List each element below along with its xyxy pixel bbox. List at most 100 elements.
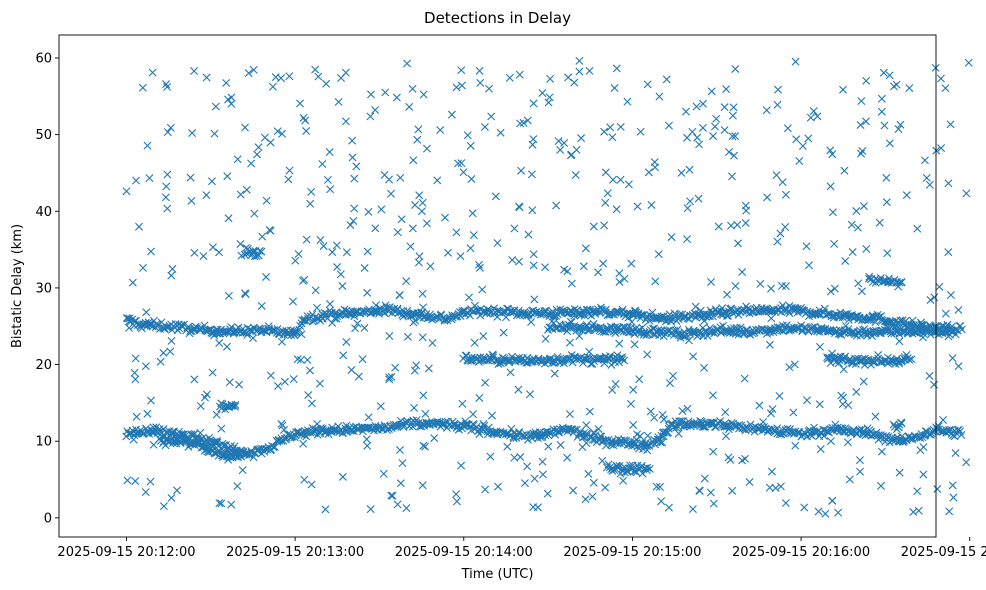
data-point [584, 310, 593, 319]
data-point [863, 424, 872, 433]
data-point [771, 428, 779, 437]
data-point [541, 263, 550, 272]
data-point [152, 423, 161, 432]
data-point [688, 127, 697, 136]
data-point [213, 325, 222, 334]
data-point [235, 380, 244, 389]
data-point [294, 250, 303, 259]
y-tick-label: 20 [35, 358, 52, 373]
data-point [403, 332, 412, 341]
data-point [332, 241, 341, 250]
data-point [466, 141, 475, 150]
data-point [459, 168, 468, 177]
data-point [360, 264, 369, 273]
data-point [564, 73, 573, 82]
data-point [202, 191, 211, 200]
data-point [776, 482, 785, 491]
data-point [616, 175, 625, 184]
data-point [457, 461, 466, 470]
data-point [722, 311, 731, 320]
data-point [377, 205, 386, 214]
data-point [503, 442, 512, 451]
data-point [394, 308, 403, 317]
data-point [163, 128, 172, 137]
data-point [363, 441, 372, 450]
data-point [616, 122, 625, 131]
data-point [627, 259, 636, 268]
data-point [828, 208, 837, 217]
data-point [964, 58, 973, 67]
data-point [831, 420, 840, 429]
data-point [397, 215, 406, 224]
data-point [575, 332, 584, 341]
data-point [566, 317, 575, 326]
data-point [601, 305, 610, 314]
data-point [781, 223, 790, 232]
data-point [376, 402, 385, 411]
data-point [168, 264, 177, 273]
data-point [728, 132, 737, 141]
data-point [421, 409, 430, 418]
data-point [894, 125, 903, 133]
data-point [684, 336, 693, 345]
data-point [907, 355, 916, 364]
data-point [257, 247, 266, 256]
data-point [300, 275, 309, 284]
data-point [855, 456, 864, 465]
data-point [589, 478, 598, 487]
data-point [601, 168, 610, 177]
data-point [773, 237, 782, 246]
data-point [954, 362, 963, 371]
data-point [688, 505, 697, 514]
data-point [237, 251, 246, 260]
data-point [898, 316, 907, 325]
data-point [224, 291, 233, 300]
data-point [454, 159, 463, 168]
data-point [486, 452, 495, 461]
data-point [289, 297, 297, 306]
data-point [930, 293, 939, 302]
data-point [920, 156, 929, 165]
data-point [196, 428, 205, 437]
data-point [691, 302, 700, 311]
data-point [470, 301, 479, 310]
data-point [603, 189, 612, 198]
data-point [821, 509, 830, 518]
data-point [809, 427, 818, 436]
data-point [415, 252, 424, 261]
data-point [775, 391, 784, 400]
y-tick-label: 60 [35, 51, 52, 66]
data-point [877, 94, 886, 103]
data-point [615, 308, 624, 317]
data-point [304, 391, 313, 400]
data-point [301, 116, 310, 125]
data-point [802, 242, 811, 251]
data-point [880, 121, 889, 130]
data-point [190, 248, 199, 257]
data-point [768, 405, 777, 414]
data-point [755, 401, 764, 410]
data-point [307, 187, 316, 196]
data-point [452, 490, 461, 499]
data-point [811, 326, 820, 335]
data-point [742, 206, 751, 215]
data-point [689, 352, 698, 361]
data-point [937, 144, 946, 153]
data-point [135, 222, 144, 231]
data-point [623, 97, 632, 106]
data-point [776, 229, 785, 238]
data-point [895, 468, 904, 477]
data-point [311, 286, 320, 295]
data-point [529, 135, 538, 144]
data-point [141, 488, 150, 497]
data-point [338, 281, 347, 290]
data-point [905, 84, 914, 93]
data-point [627, 317, 636, 326]
data-point [421, 442, 430, 451]
data-point [199, 252, 208, 261]
data-point [146, 477, 155, 486]
data-point [525, 390, 534, 399]
data-point [146, 396, 155, 405]
data-point [674, 429, 683, 438]
data-point [297, 330, 306, 339]
